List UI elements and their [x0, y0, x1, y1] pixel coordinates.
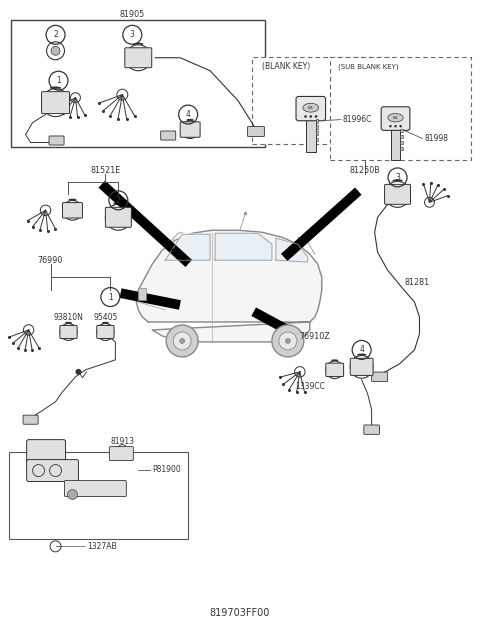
- Text: 81996C: 81996C: [343, 115, 372, 124]
- Text: P81900: P81900: [152, 465, 181, 474]
- FancyBboxPatch shape: [384, 185, 410, 204]
- Bar: [9, 452, 188, 539]
- Text: 81937: 81937: [31, 443, 55, 452]
- Text: 93110B: 93110B: [81, 483, 110, 492]
- Bar: [391, 128, 400, 160]
- Text: 1: 1: [108, 293, 113, 301]
- Circle shape: [304, 115, 307, 118]
- FancyBboxPatch shape: [248, 126, 264, 137]
- FancyBboxPatch shape: [97, 325, 114, 339]
- Bar: [316, 131, 318, 135]
- Polygon shape: [276, 238, 308, 262]
- Text: (BLANK KEY): (BLANK KEY): [262, 62, 310, 71]
- FancyBboxPatch shape: [296, 97, 325, 121]
- FancyBboxPatch shape: [180, 122, 200, 137]
- Text: 76910Z: 76910Z: [300, 332, 330, 341]
- Text: 81998: 81998: [424, 134, 448, 143]
- FancyBboxPatch shape: [109, 447, 133, 461]
- Polygon shape: [215, 233, 272, 260]
- Text: 3: 3: [395, 173, 400, 182]
- Text: (SUB BLANK KEY): (SUB BLANK KEY): [338, 63, 398, 70]
- FancyBboxPatch shape: [161, 131, 176, 140]
- Text: 81281: 81281: [405, 277, 430, 286]
- Bar: [316, 138, 318, 141]
- Ellipse shape: [303, 104, 319, 112]
- Text: 819703FF00: 819703FF00: [210, 608, 270, 618]
- Text: 93810N: 93810N: [54, 313, 84, 322]
- Text: 3: 3: [130, 30, 135, 39]
- Bar: [306, 118, 316, 152]
- Text: 1339CC: 1339CC: [295, 382, 325, 391]
- Bar: [400, 140, 403, 144]
- Text: 4: 4: [359, 346, 364, 355]
- Circle shape: [399, 125, 402, 128]
- Text: 76990: 76990: [38, 256, 63, 265]
- Circle shape: [179, 338, 185, 344]
- Text: 81913: 81913: [110, 437, 134, 446]
- Bar: [138, 288, 146, 300]
- FancyBboxPatch shape: [326, 363, 344, 377]
- Circle shape: [315, 115, 317, 118]
- Circle shape: [285, 338, 291, 344]
- Circle shape: [166, 325, 198, 357]
- FancyBboxPatch shape: [23, 415, 38, 424]
- Text: 81250B: 81250B: [349, 166, 380, 175]
- Bar: [400, 135, 403, 138]
- Circle shape: [389, 125, 392, 128]
- Circle shape: [310, 115, 312, 118]
- Circle shape: [272, 325, 304, 357]
- Circle shape: [51, 46, 60, 55]
- Circle shape: [173, 332, 191, 350]
- FancyBboxPatch shape: [26, 440, 65, 463]
- Text: 1327AB: 1327AB: [87, 542, 117, 551]
- FancyBboxPatch shape: [125, 48, 152, 68]
- Text: KIA: KIA: [308, 106, 313, 110]
- Text: 1: 1: [56, 76, 61, 85]
- Ellipse shape: [388, 114, 403, 122]
- Text: 2: 2: [116, 196, 121, 205]
- Circle shape: [68, 490, 77, 499]
- Bar: [252, 57, 394, 145]
- Polygon shape: [136, 230, 322, 342]
- FancyBboxPatch shape: [106, 207, 132, 228]
- FancyBboxPatch shape: [381, 107, 410, 130]
- Text: 2: 2: [53, 30, 58, 39]
- FancyBboxPatch shape: [350, 358, 373, 375]
- Circle shape: [75, 369, 82, 375]
- FancyBboxPatch shape: [372, 372, 387, 382]
- FancyBboxPatch shape: [62, 203, 83, 218]
- Bar: [11, 20, 265, 147]
- Circle shape: [394, 125, 397, 128]
- Text: 81958: 81958: [31, 461, 55, 470]
- Circle shape: [279, 332, 297, 350]
- FancyBboxPatch shape: [64, 480, 126, 497]
- Text: 4: 4: [186, 110, 191, 119]
- Text: 81905: 81905: [120, 10, 145, 20]
- FancyBboxPatch shape: [42, 92, 70, 114]
- FancyBboxPatch shape: [49, 136, 64, 145]
- Bar: [316, 119, 318, 123]
- Bar: [330, 57, 471, 161]
- Bar: [400, 147, 403, 150]
- Text: 95405: 95405: [93, 313, 118, 322]
- FancyBboxPatch shape: [26, 459, 78, 482]
- Bar: [316, 125, 318, 129]
- Polygon shape: [165, 234, 210, 260]
- Bar: [400, 129, 403, 132]
- FancyBboxPatch shape: [60, 325, 77, 339]
- Text: 81521E: 81521E: [90, 166, 120, 175]
- FancyBboxPatch shape: [364, 425, 379, 434]
- Text: KIA: KIA: [393, 116, 398, 119]
